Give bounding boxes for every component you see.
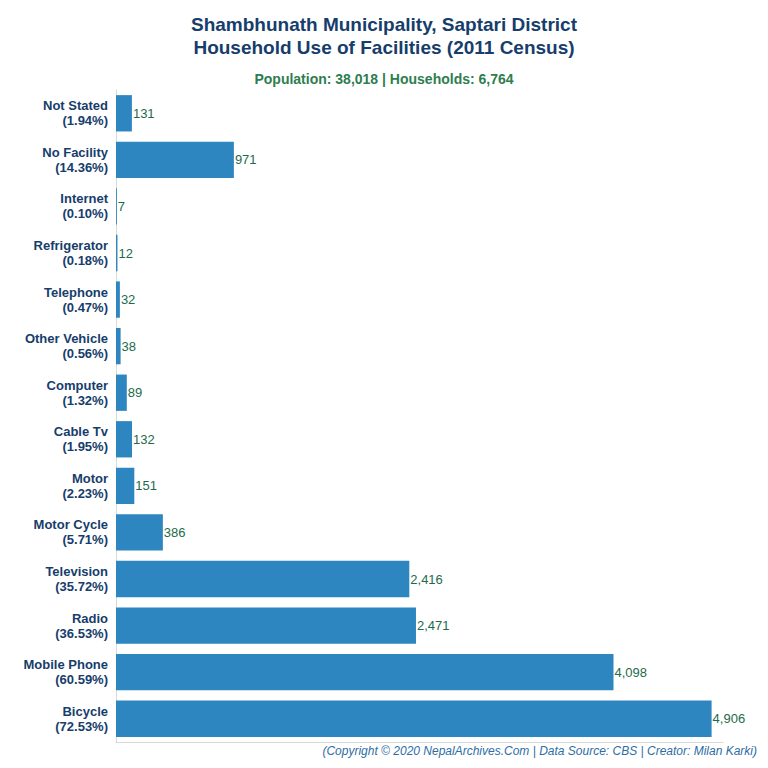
- svg-text:Shambhunath Municipality, Sapt: Shambhunath Municipality, Saptari Distri…: [191, 14, 578, 35]
- svg-text:(0.10%): (0.10%): [62, 206, 108, 221]
- svg-text:89: 89: [128, 385, 142, 400]
- svg-text:(Copyright © 2020 NepalArchive: (Copyright © 2020 NepalArchives.Com | Da…: [322, 744, 757, 758]
- svg-text:38: 38: [122, 339, 136, 354]
- svg-text:Television: Television: [45, 564, 108, 579]
- svg-text:(1.95%): (1.95%): [62, 439, 108, 454]
- svg-text:Cable Tv: Cable Tv: [54, 424, 109, 439]
- svg-text:32: 32: [121, 292, 135, 307]
- svg-text:12: 12: [118, 246, 132, 261]
- svg-text:Household Use of Facilities (2: Household Use of Facilities (2011 Census…: [193, 37, 574, 58]
- svg-text:(5.71%): (5.71%): [62, 532, 108, 547]
- svg-text:(72.53%): (72.53%): [55, 719, 108, 734]
- svg-text:2,471: 2,471: [417, 618, 450, 633]
- svg-text:(14.36%): (14.36%): [55, 160, 108, 175]
- svg-text:386: 386: [164, 525, 186, 540]
- svg-text:Not Stated: Not Stated: [43, 98, 108, 113]
- svg-text:7: 7: [118, 199, 125, 214]
- svg-text:No Facility: No Facility: [42, 145, 109, 160]
- svg-text:Telephone: Telephone: [44, 285, 108, 300]
- svg-text:(1.32%): (1.32%): [62, 393, 108, 408]
- svg-text:(36.53%): (36.53%): [55, 626, 108, 641]
- svg-text:(0.18%): (0.18%): [62, 253, 108, 268]
- svg-text:2,416: 2,416: [410, 572, 443, 587]
- svg-text:Computer: Computer: [47, 378, 108, 393]
- svg-text:(1.94%): (1.94%): [62, 113, 108, 128]
- svg-text:151: 151: [135, 478, 157, 493]
- svg-text:(60.59%): (60.59%): [55, 672, 108, 687]
- svg-text:971: 971: [235, 152, 257, 167]
- svg-text:4,098: 4,098: [614, 665, 647, 680]
- svg-text:Refrigerator: Refrigerator: [34, 238, 108, 253]
- svg-text:4,906: 4,906: [713, 711, 746, 726]
- svg-text:Other Vehicle: Other Vehicle: [25, 331, 108, 346]
- svg-text:Internet: Internet: [60, 191, 108, 206]
- svg-text:Motor: Motor: [72, 471, 108, 486]
- svg-text:Mobile Phone: Mobile Phone: [24, 657, 109, 672]
- svg-text:(0.47%): (0.47%): [62, 300, 108, 315]
- svg-text:(35.72%): (35.72%): [55, 579, 108, 594]
- svg-text:131: 131: [133, 106, 155, 121]
- svg-text:Bicycle: Bicycle: [62, 704, 108, 719]
- svg-text:Population: 38,018 | Household: Population: 38,018 | Households: 6,764: [254, 71, 513, 87]
- svg-text:(2.23%): (2.23%): [62, 486, 108, 501]
- svg-text:(0.56%): (0.56%): [62, 346, 108, 361]
- svg-text:Motor Cycle: Motor Cycle: [34, 517, 108, 532]
- svg-text:132: 132: [133, 432, 155, 447]
- svg-text:Radio: Radio: [72, 611, 108, 626]
